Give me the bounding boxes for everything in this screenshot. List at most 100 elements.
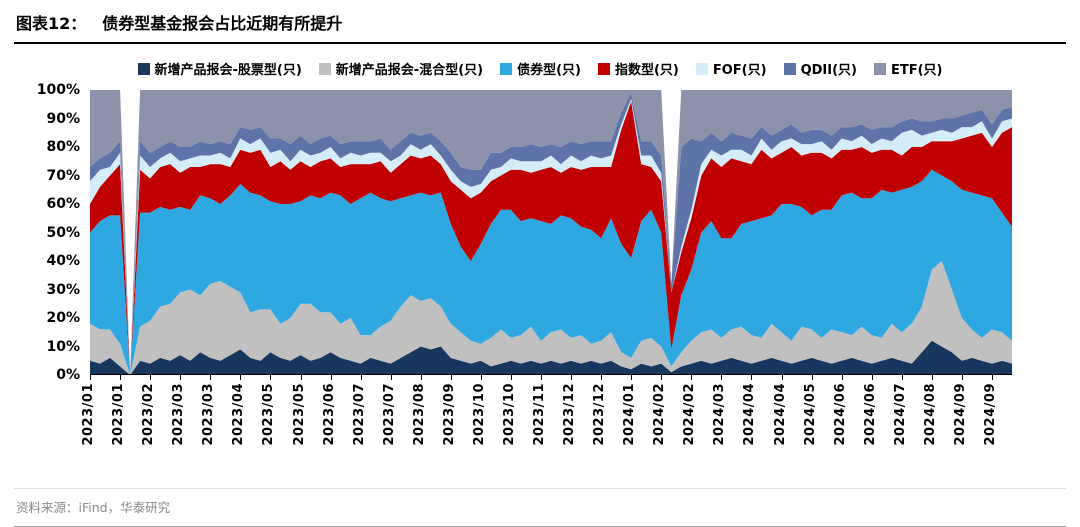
x-tick-mark (841, 375, 843, 380)
x-tick-mark (450, 375, 452, 380)
x-tick-label: 2024/08 (922, 383, 938, 446)
legend-item-index: 指数型(只) (597, 59, 679, 78)
x-tick-mark (691, 375, 693, 380)
legend-swatch-equity (137, 62, 150, 75)
x-tick-label: 2023/07 (351, 383, 367, 446)
x-tick-label: 2024/06 (862, 383, 878, 446)
x-tick-label: 2023/04 (231, 383, 247, 446)
legend-item-bond: 债券型(只) (500, 59, 581, 78)
legend-label-index: 指数型(只) (614, 63, 679, 78)
x-tick-label: 2024/02 (682, 383, 698, 446)
x-tick-mark (751, 375, 753, 380)
x-tick-label: 2023/01 (111, 383, 127, 446)
x-tick-label: 2023/07 (381, 383, 397, 446)
figure-header: 图表12： 债券型基金报会占比近期有所提升 (14, 6, 1066, 44)
x-tick-mark (360, 375, 362, 380)
y-tick-label: 90% (46, 110, 80, 127)
legend-label-qdii: QDII(只) (800, 63, 857, 78)
x-tick-label: 2024/04 (742, 383, 758, 446)
x-tick-label: 2023/12 (592, 383, 608, 446)
x-tick-label: 2024/06 (832, 383, 848, 446)
x-tick-label: 2023/10 (501, 383, 517, 446)
legend-swatch-hybrid (318, 62, 331, 75)
x-tick-mark (300, 375, 302, 380)
x-tick-label: 2024/05 (802, 383, 818, 446)
x-axis: 2023/01 2023/01 2023/02 2023/03 2023/03 2023/… (81, 375, 1012, 469)
x-tick-mark (120, 375, 122, 380)
legend-label-fof: FOF(只) (712, 63, 767, 78)
x-tick-mark (420, 375, 422, 380)
legend-label-equity: 新增产品报会-股票型(只) (154, 63, 302, 78)
x-tick-label: 2024/09 (983, 383, 998, 446)
x-tick-label: 2023/05 (291, 383, 307, 446)
x-tick-mark (480, 375, 482, 380)
x-tick-label: 2024/02 (652, 383, 668, 446)
x-tick-mark (541, 375, 542, 380)
x-tick-mark (571, 375, 572, 380)
series-hybrid (90, 261, 1012, 375)
x-tick-label: 2023/09 (441, 383, 457, 446)
x-tick-mark (631, 375, 633, 380)
x-tick-mark (150, 375, 152, 380)
x-tick-label: 2024/03 (712, 383, 728, 446)
legend-item-hybrid: 新增产品报会-混合型(只) (318, 59, 484, 78)
x-tick-mark (871, 375, 873, 380)
x-tick-mark (721, 375, 723, 380)
plot-area: 0% 10% 20% 30% 40% 50% 60% 70% 80% 90% 100% (37, 82, 1012, 383)
x-tick-mark (210, 375, 212, 380)
x-tick-label: 2024/09 (952, 383, 968, 446)
series-equity (90, 340, 1012, 375)
x-tick-label: 2023/03 (201, 383, 217, 446)
legend-item-etf: ETF(只) (873, 59, 943, 78)
legend-label-hybrid: 新增产品报会-混合型(只) (335, 63, 484, 78)
source-note: 资料来源：iFind，华泰研究 (14, 488, 1066, 527)
x-tick-mark (992, 375, 993, 380)
legend-item-equity: 新增产品报会-股票型(只) (137, 59, 302, 78)
x-tick-mark (180, 375, 182, 380)
legend-swatch-index (597, 62, 610, 75)
y-tick-label: 0% (56, 367, 80, 383)
x-tick-mark (240, 375, 242, 380)
x-tick-mark (661, 375, 663, 380)
legend-swatch-etf (873, 62, 886, 75)
y-tick-label: 10% (46, 338, 80, 355)
x-tick-label: 2023/03 (171, 383, 187, 446)
series-index (90, 101, 1012, 376)
y-tick-label: 80% (46, 139, 80, 155)
series-qdii (90, 92, 1012, 376)
figure-title: 债券型基金报会占比近期有所提升 (102, 14, 343, 33)
source-text: 资料来源：iFind，华泰研究 (16, 500, 171, 515)
legend-swatch-fof (695, 62, 708, 75)
x-tick-mark (510, 375, 512, 380)
y-tick-label: 30% (46, 281, 80, 298)
x-tick-mark (270, 375, 272, 380)
x-tick-label: 2023/01 (81, 383, 96, 446)
legend-label-bond: 债券型(只) (517, 63, 581, 78)
x-tick-label: 2024/01 (622, 383, 638, 446)
y-tick-label: 100% (36, 82, 80, 98)
legend-label-etf: ETF(只) (890, 63, 943, 78)
chart-legend: 新增产品报会-股票型(只) 新增产品报会-混合型(只) 债券型(只) 指数型(只) FO… (14, 59, 1066, 78)
y-tick-label: 20% (46, 310, 80, 326)
x-tick-mark (601, 375, 603, 380)
series-bond (90, 169, 1012, 375)
figure-label: 图表12： (16, 14, 87, 33)
x-tick-label: 2023/11 (532, 383, 547, 446)
x-tick-mark (901, 375, 903, 380)
legend-item-qdii: QDII(只) (783, 59, 857, 78)
x-tick-label: 2023/06 (321, 383, 337, 446)
x-tick-label: 2024/04 (772, 383, 788, 446)
x-tick-mark (811, 375, 813, 380)
x-tick-mark (781, 375, 783, 380)
x-tick-mark (961, 375, 963, 380)
x-tick-label: 2023/05 (261, 383, 277, 446)
y-tick-label: 70% (46, 167, 80, 184)
x-tick-mark (330, 375, 332, 380)
x-tick-label: 2023/08 (411, 383, 427, 446)
series-etf (90, 90, 1012, 375)
y-tick-label: 50% (46, 224, 80, 241)
x-tick-label: 2023/12 (562, 383, 577, 446)
x-tick-mark (390, 375, 392, 380)
x-tick-mark (90, 375, 91, 380)
legend-item-fof: FOF(只) (695, 59, 767, 78)
